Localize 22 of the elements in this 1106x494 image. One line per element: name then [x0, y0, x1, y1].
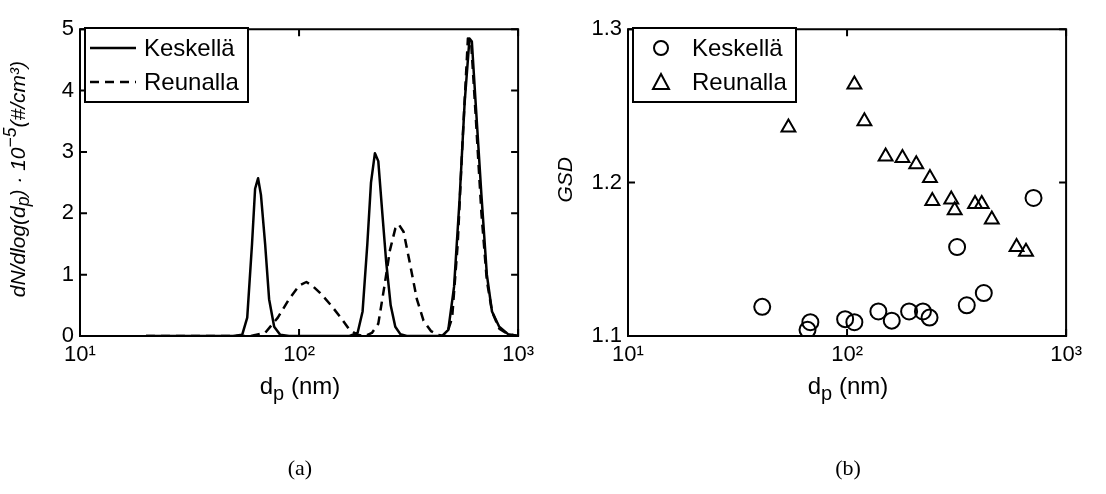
x-tick-label: 10¹ [612, 341, 644, 367]
legend-label: Reunalla [692, 67, 787, 97]
y-axis-title: GSD [553, 156, 577, 203]
x-tick-label: 10³ [1050, 341, 1082, 367]
x-tick-label: 10¹ [64, 341, 96, 367]
legend-label: Reunalla [144, 67, 239, 97]
legend-label: Keskellä [692, 33, 783, 63]
y-tick-label: 2 [61, 199, 74, 225]
legend-label: Keskellä [144, 33, 235, 63]
y-tick-label: 4 [61, 76, 74, 102]
x-tick-label: 10² [283, 341, 315, 367]
y-tick-label: 1.3 [591, 15, 622, 41]
x-axis-title: d$_{p}$ (nm) [806, 372, 890, 405]
y-tick-label: 5 [61, 15, 74, 41]
x-tick-label: 10² [831, 341, 863, 367]
x-tick-label: 10³ [502, 341, 534, 367]
text: (a) [286, 455, 314, 481]
y-tick-label: 1 [61, 260, 74, 286]
x-axis-title: d$_{p}$ (nm) [258, 372, 342, 405]
y-tick-label: 1.2 [591, 168, 622, 194]
text: (b) [834, 455, 862, 481]
y-tick-label: 3 [61, 137, 74, 163]
